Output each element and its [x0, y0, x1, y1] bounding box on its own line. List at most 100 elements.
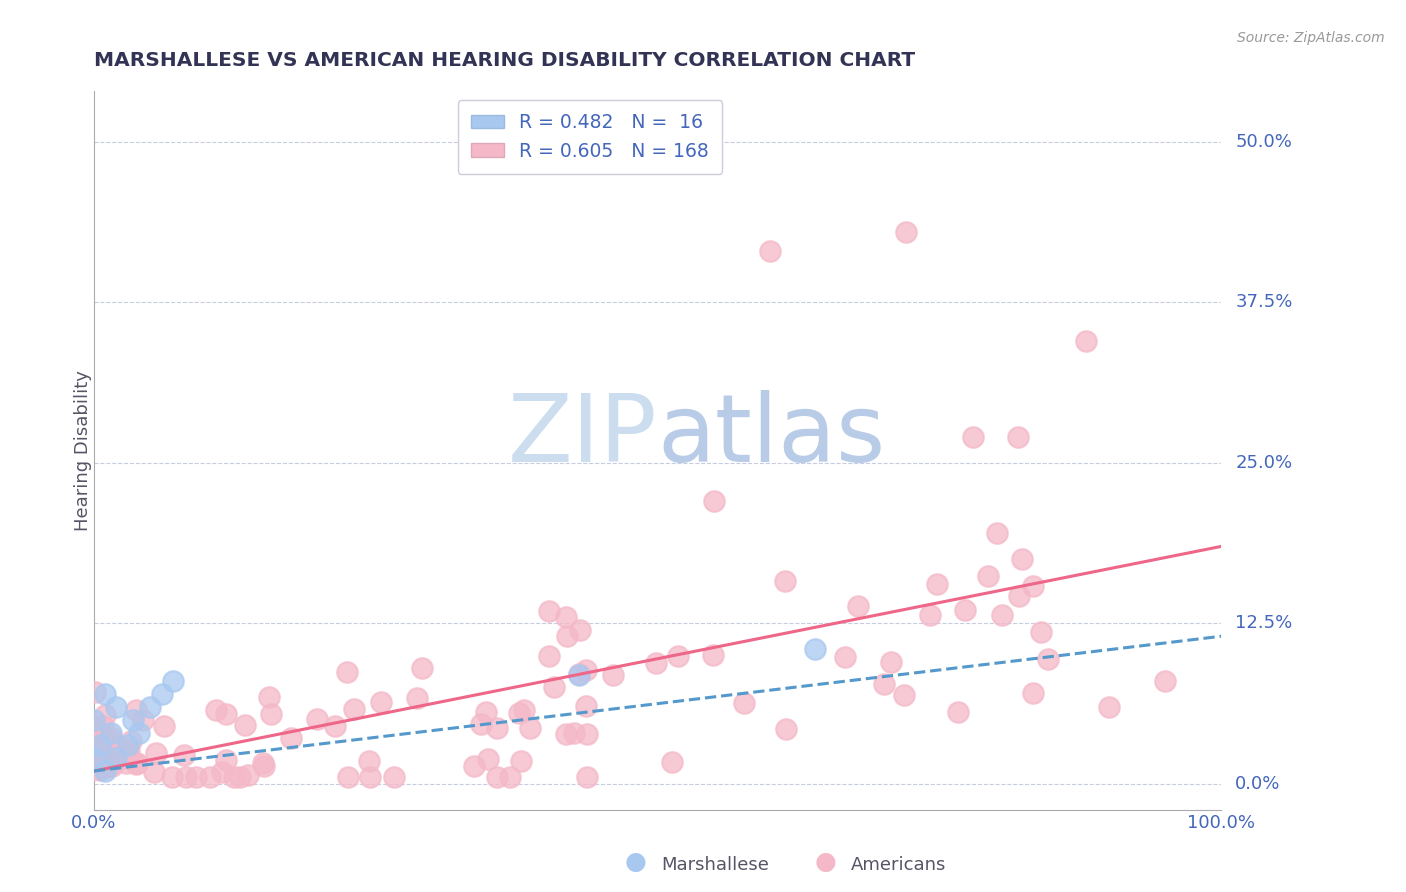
Point: [804, 642, 827, 657]
Point: [108, 752, 131, 766]
Point: [703, 494, 725, 508]
Point: [96, 739, 118, 753]
Point: [1031, 625, 1053, 640]
Point: [83, 746, 105, 760]
Point: [132, 713, 155, 727]
Point: [100, 725, 122, 739]
Point: [105, 751, 128, 765]
Point: [83, 762, 105, 776]
Point: [142, 765, 165, 780]
Point: [537, 604, 560, 618]
Point: [93, 733, 115, 747]
Point: [920, 607, 942, 622]
Point: [90, 751, 112, 765]
Point: [153, 719, 176, 733]
Point: [759, 244, 782, 259]
Point: [105, 699, 128, 714]
Point: [84, 685, 107, 699]
Point: [925, 577, 948, 591]
Point: [87, 731, 110, 745]
Point: [89, 748, 111, 763]
Point: [112, 744, 135, 758]
Point: [89, 763, 111, 777]
Point: [568, 667, 591, 681]
Point: [953, 603, 976, 617]
Point: [94, 687, 117, 701]
Point: [834, 649, 856, 664]
Point: [90, 749, 112, 764]
Text: ●: ●: [814, 850, 837, 874]
Point: [486, 771, 509, 785]
Point: [83, 762, 105, 776]
Point: [508, 706, 530, 720]
Point: [94, 760, 117, 774]
Point: [229, 771, 252, 785]
Point: [139, 699, 162, 714]
Point: [91, 759, 114, 773]
Point: [775, 722, 797, 736]
Point: [405, 691, 427, 706]
Point: [87, 760, 110, 774]
Point: [543, 680, 565, 694]
Point: [200, 771, 222, 785]
Point: [555, 727, 578, 741]
Point: [125, 756, 148, 771]
Point: [1154, 674, 1177, 689]
Text: 0.0%: 0.0%: [1236, 775, 1281, 793]
Point: [96, 747, 118, 761]
Point: [562, 726, 585, 740]
Point: [475, 705, 498, 719]
Point: [87, 735, 110, 749]
Point: [84, 724, 107, 739]
Point: [90, 761, 112, 775]
Point: [1022, 579, 1045, 593]
Point: [84, 761, 107, 775]
Point: [101, 759, 124, 773]
Point: [477, 752, 499, 766]
Point: [91, 761, 114, 775]
Point: [104, 752, 127, 766]
Text: ●: ●: [624, 850, 647, 874]
Point: [873, 677, 896, 691]
Point: [1008, 590, 1031, 604]
Point: [103, 746, 125, 760]
Point: [120, 733, 142, 747]
Point: [91, 719, 114, 733]
Text: atlas: atlas: [658, 390, 886, 482]
Point: [222, 771, 245, 785]
Point: [90, 759, 112, 773]
Point: [125, 756, 148, 771]
Point: [83, 750, 105, 764]
Point: [128, 725, 150, 739]
Text: 25.0%: 25.0%: [1236, 454, 1292, 472]
Point: [645, 656, 668, 670]
Text: Source: ZipAtlas.com: Source: ZipAtlas.com: [1237, 31, 1385, 45]
Point: [83, 758, 105, 772]
Text: 12.5%: 12.5%: [1236, 615, 1292, 632]
Point: [307, 712, 329, 726]
Point: [96, 756, 118, 770]
Point: [118, 744, 141, 758]
Point: [83, 713, 105, 727]
Point: [84, 756, 107, 770]
Point: [661, 755, 683, 769]
Point: [86, 746, 108, 760]
Point: [91, 756, 114, 770]
Point: [86, 733, 108, 747]
Point: [89, 751, 111, 765]
Text: MARSHALLESE VS AMERICAN HEARING DISABILITY CORRELATION CHART: MARSHALLESE VS AMERICAN HEARING DISABILI…: [94, 51, 915, 70]
Point: [94, 707, 117, 722]
Point: [343, 702, 366, 716]
Point: [359, 771, 381, 785]
Point: [91, 760, 114, 774]
Point: [357, 754, 380, 768]
Point: [86, 755, 108, 769]
Point: [602, 668, 624, 682]
Point: [337, 771, 360, 785]
Point: [89, 742, 111, 756]
Point: [87, 762, 110, 776]
Point: [538, 649, 561, 664]
Point: [575, 663, 598, 677]
Point: [205, 703, 228, 717]
Point: [86, 756, 108, 771]
